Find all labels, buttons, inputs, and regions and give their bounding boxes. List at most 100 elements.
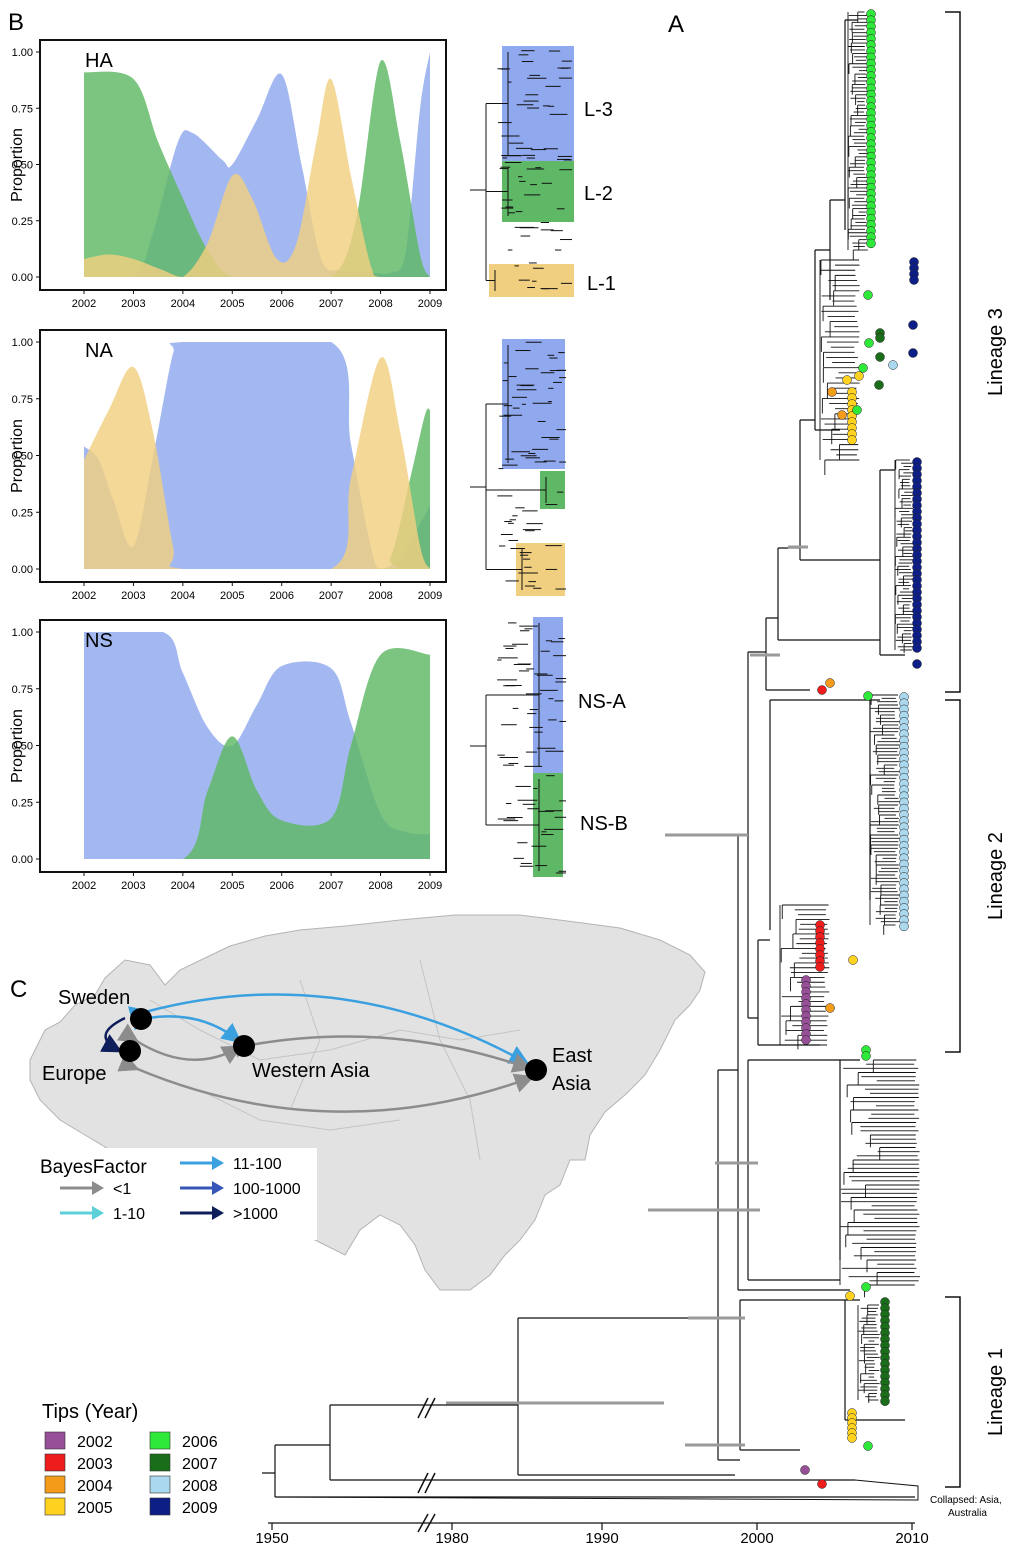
area-ha-1 — [84, 60, 430, 277]
clade-2009-a — [894, 459, 915, 654]
axis-break-mark — [417, 1513, 436, 1533]
tip-dot — [825, 678, 835, 688]
mini-tree-ns: NS-A NS-B — [470, 617, 628, 877]
bayes-legend-box — [35, 1148, 317, 1240]
dots-2009-column — [912, 457, 922, 653]
x-tick-label: 2007 — [319, 298, 343, 310]
area-ns-1 — [84, 647, 430, 859]
tip-dot — [888, 360, 898, 370]
x-tick-label: 2008 — [368, 880, 392, 892]
x-tick-label: 2002 — [72, 880, 96, 892]
tip-dot — [848, 955, 858, 965]
chart-ha: 0.00 0.25 0.50 0.75 1.00 2002 2003 2004 2005 2006… — [9, 39, 616, 310]
y-tick-label: 0.00 — [12, 564, 33, 576]
label-sweden: Sweden — [58, 987, 130, 1009]
chart-na: 0.00 0.25 0.50 0.75 1.00 2002 2003 2004 2005 2006… — [9, 329, 566, 602]
label-western-asia: Western Asia — [252, 1060, 370, 1082]
phylogenetic-tree: Lineage 3 Lineage 2 Lineage 1 Collapsed:… — [255, 9, 1007, 1547]
y-tick-label: 0.00 — [12, 854, 33, 866]
tip-dot — [912, 659, 922, 669]
tip-legend-year: 2009 — [182, 1500, 218, 1517]
x-tick-label: 2006 — [269, 880, 293, 892]
x-tick-1980: 1980 — [435, 1530, 468, 1547]
tip-dot — [863, 691, 873, 701]
x-tick-label: 2002 — [72, 298, 96, 310]
tip-dot — [827, 387, 837, 397]
label-east-2: Asia — [552, 1073, 592, 1095]
dots-2005-l3 — [847, 387, 857, 445]
bracket-lineage-3 — [945, 11, 961, 693]
dots-2003-column — [815, 920, 825, 972]
x-tick-2010: 2010 — [895, 1530, 928, 1547]
x-tick-label: 2004 — [171, 590, 195, 602]
area-na-0 — [84, 342, 430, 569]
y-tick-label: 1.00 — [12, 337, 33, 349]
clade-highlight — [502, 161, 574, 222]
bayes-legend-label: 1-10 — [113, 1206, 145, 1223]
tip-dot — [858, 363, 868, 373]
collapsed-label-1: Collapsed: Asia, — [930, 1495, 1002, 1506]
branch-break-mark-2 — [417, 1472, 436, 1494]
clade-highlight — [502, 339, 565, 469]
tip-legend-swatch — [44, 1453, 66, 1472]
tree-label: NS-B — [580, 813, 628, 835]
panel-label-a: A — [668, 11, 684, 38]
tip-legend-year: 2005 — [77, 1500, 113, 1517]
y-tick-label: 0.25 — [12, 797, 33, 809]
panel-label-c: C — [10, 976, 27, 1003]
panel-b-charts: 0.00 0.25 0.50 0.75 1.00 2002 2003 2004 2005 2006… — [9, 39, 628, 892]
tip-legend: Tips (Year) 2002 2003 2004 2005 2006 2007 2008… — [42, 1401, 218, 1517]
x-tick-label: 2005 — [220, 590, 244, 602]
chart-ns: 0.00 0.25 0.50 0.75 1.00 2002 2003 2004 2005 2006… — [9, 617, 628, 892]
label-europe: Europe — [42, 1063, 107, 1085]
x-tick-label: 2005 — [220, 880, 244, 892]
tip-legend-swatch — [149, 1475, 171, 1494]
tip-legend-year: 2006 — [182, 1434, 218, 1451]
tip-legend-swatch — [44, 1497, 66, 1516]
clade-highlight — [502, 46, 574, 161]
tip-dot — [837, 410, 847, 420]
label-lineage-3: Lineage 3 — [985, 308, 1007, 396]
x-tick-label: 2006 — [269, 298, 293, 310]
y-axis-label: Proportion — [9, 128, 26, 202]
tip-legend-swatch — [44, 1431, 66, 1450]
x-tick-label: 2003 — [121, 590, 145, 602]
bayes-legend-label: <1 — [113, 1181, 131, 1198]
tree-tips — [779, 11, 920, 1403]
clade-early — [779, 904, 830, 1050]
tip-dot — [874, 380, 884, 390]
x-tick-label: 2006 — [269, 590, 293, 602]
y-axis-label: Proportion — [9, 709, 26, 783]
x-tick-label: 2008 — [368, 298, 392, 310]
label-lineage-2: Lineage 2 — [985, 832, 1007, 920]
tip-legend-items: 2002 2003 2004 2005 2006 2007 2008 2009 — [44, 1431, 218, 1517]
tip-legend-swatch — [149, 1453, 171, 1472]
tip-dot — [852, 405, 862, 415]
chart-title: HA — [85, 50, 113, 72]
arrow-sweden-eastasia — [127, 993, 530, 1065]
collapsed-label-2: Australia — [948, 1508, 987, 1519]
tip-dot — [817, 1479, 827, 1489]
x-tick-label: 2007 — [319, 880, 343, 892]
x-tick-label: 2009 — [418, 880, 442, 892]
clade-2008 — [869, 694, 900, 935]
panel-label-b: B — [8, 9, 24, 36]
tip-dot — [875, 352, 885, 362]
y-tick-label: 0.75 — [12, 103, 33, 115]
node-western-asia — [233, 1035, 255, 1057]
tree-label: L-1 — [587, 273, 616, 295]
tip-legend-year: 2007 — [182, 1456, 218, 1473]
clade-unlabelled — [839, 1059, 920, 1298]
tip-legend-title: Tips (Year) — [42, 1401, 138, 1423]
chart-title: NS — [85, 630, 113, 652]
eurasia-map: Sweden Europe Western Asia East Asia Bay… — [29, 914, 706, 1291]
tip-dot — [845, 1291, 855, 1301]
dots-2007-column — [880, 1297, 890, 1406]
tip-dot — [842, 375, 852, 385]
bracket-lineage-1 — [945, 1296, 961, 1488]
x-tick-1990: 1990 — [585, 1530, 618, 1547]
mini-tree-ha: L-3 L-2 L-1 — [470, 46, 616, 297]
label-lineage-1: Lineage 1 — [985, 1348, 1007, 1436]
tip-legend-swatch — [44, 1475, 66, 1494]
